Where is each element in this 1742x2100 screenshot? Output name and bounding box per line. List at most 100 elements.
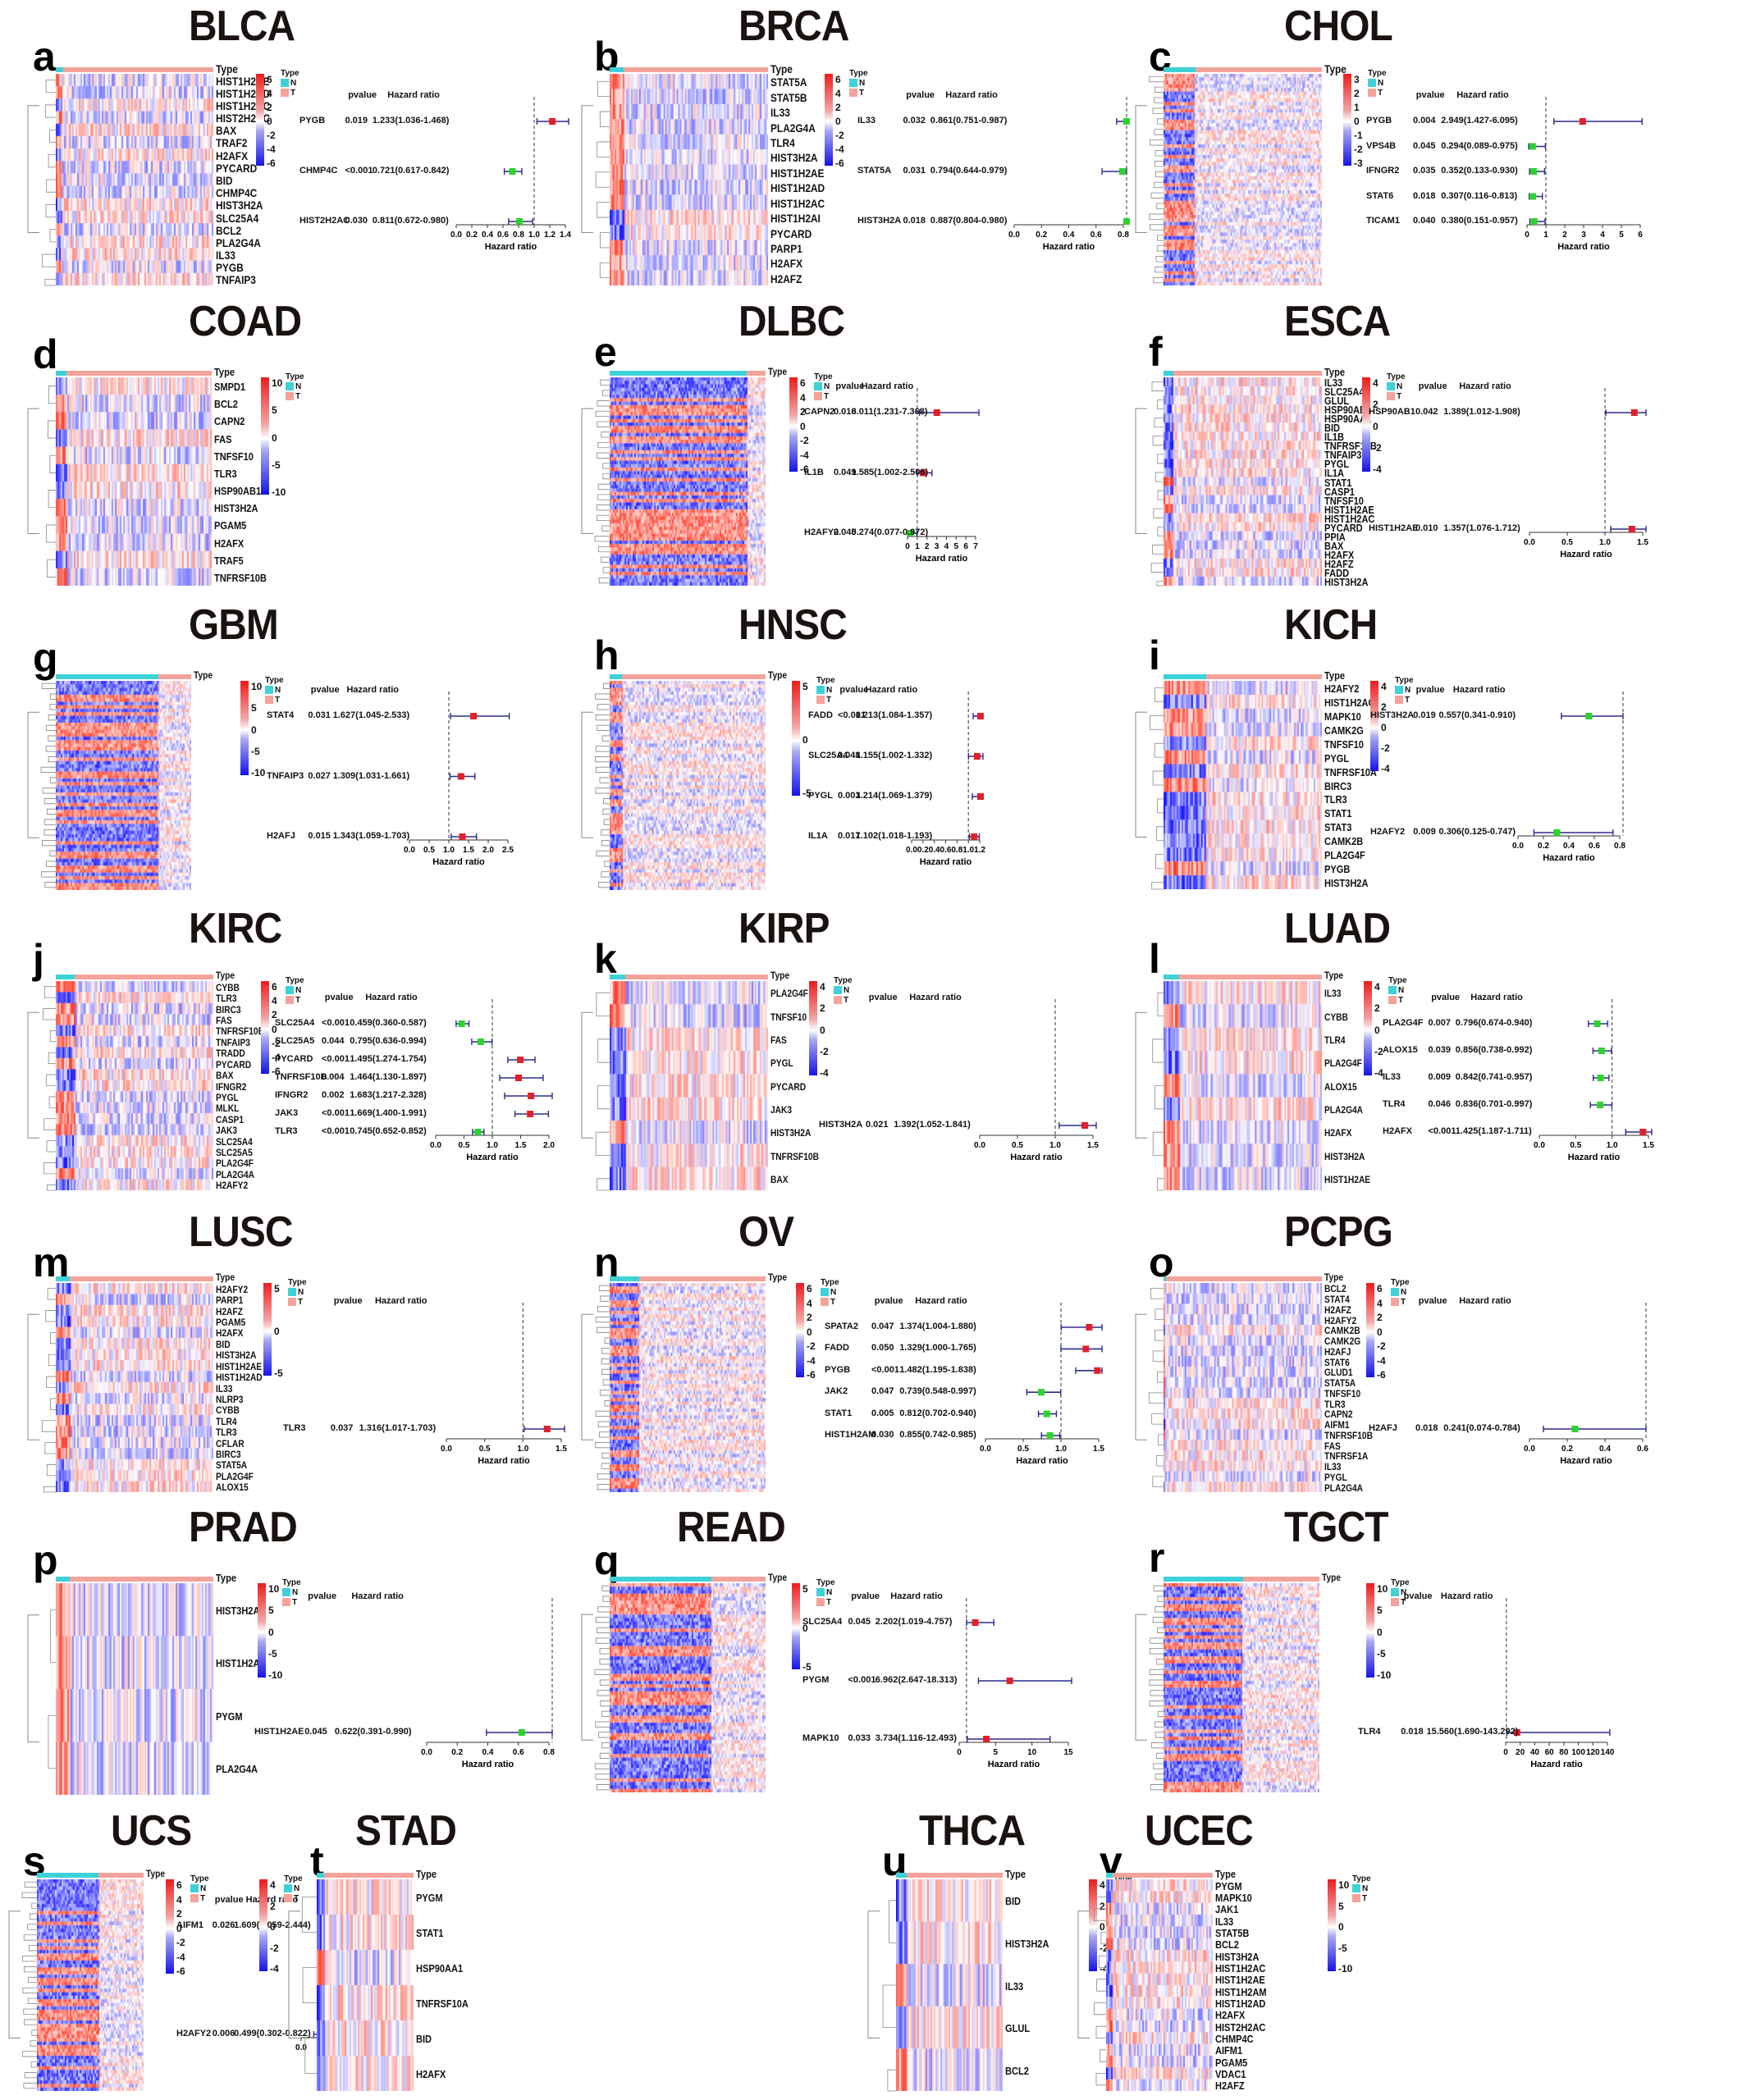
pvalue-header: pvalue [835, 381, 865, 391]
panel-title: UCS [111, 1807, 192, 1855]
expression-heatmap [37, 1879, 144, 2091]
legend-label: N [1398, 986, 1405, 995]
dendrogram-branch [601, 1585, 610, 1591]
dendrogram-branch [1152, 1131, 1164, 1156]
forest-gene: HIST3H2A [819, 1120, 863, 1130]
x-axis-label: Hazard ratio [485, 242, 537, 252]
dendrogram-branch [887, 2069, 896, 2092]
dendrogram-branch [43, 1486, 56, 1493]
gene-label: HIST3H2A [1324, 1150, 1365, 1162]
dendrogram-branch [581, 1614, 593, 1741]
dendrogram-branch [595, 1637, 610, 1644]
gene-label: TLR4 [216, 1415, 237, 1427]
gene-label: TNFSF10 [1324, 1387, 1361, 1399]
forest-hr-text: 0.459(0.360-0.587) [350, 1018, 427, 1028]
legend-swatch [1395, 686, 1403, 695]
x-tick-label: 0.6 [497, 231, 509, 240]
dendrogram-branch [595, 1442, 610, 1449]
panel-title: PCPG [1284, 1208, 1393, 1256]
colorbar-tick: -4 [270, 1963, 279, 1974]
dendrogram-branch [597, 1306, 610, 1312]
type-normal-segment [896, 1873, 907, 1878]
dendrogram-branch [27, 711, 39, 838]
x-axis-label: Hazard ratio [1530, 1760, 1583, 1769]
forest-pvalue: 0.004 [1413, 116, 1436, 126]
gene-label: H2AFY2 [216, 1180, 249, 1192]
type-row-label: Type [216, 62, 238, 75]
colorbar-tick: 0 [1381, 722, 1387, 733]
colorbar-tick: -3 [1354, 158, 1363, 169]
dendrogram-branch [1149, 75, 1164, 83]
legend-item-n: N [834, 986, 853, 996]
forest-gene: H2AFJ [1369, 1423, 1397, 1433]
type-normal-segment [1164, 674, 1207, 679]
gene-label: H2AFX [216, 1327, 244, 1340]
dendrogram-branch [1135, 408, 1147, 534]
legend-label: T [1398, 996, 1404, 1005]
dendrogram-branch [1157, 526, 1164, 536]
legend-title: Type [834, 976, 853, 985]
legend-item-n: N [816, 1588, 835, 1598]
dendrogram-branch [1154, 267, 1164, 273]
forest-pvalue: 0.030 [871, 1430, 894, 1440]
forest-plot: pvalue Hazard ratio 0.0 0.5 1.0 1.5 Hazard rat… [1369, 381, 1648, 562]
forest-hr-text: 0.836(0.701-0.997) [1455, 1099, 1533, 1109]
x-tick-label: 0.5 [1561, 538, 1573, 547]
dendrogram-branch [598, 578, 610, 584]
gene-label: PYGL [1324, 458, 1350, 471]
dendrogram-branch [1154, 161, 1164, 167]
forest-gene: VPS4B [1366, 140, 1397, 151]
dendrogram-branch [581, 1313, 593, 1440]
x-tick-label: 1.0 [1055, 1445, 1067, 1454]
gene-label: H2AFX [416, 2068, 446, 2080]
gene-label: STAT5B [770, 90, 807, 104]
gene-label: BIRC3 [216, 1449, 241, 1461]
legend-title: Type [190, 1874, 209, 1883]
dendrogram [581, 1285, 610, 1491]
panel-title: ESCA [1284, 298, 1391, 345]
forest-pvalue: 0.040 [1413, 216, 1436, 226]
hazard-point-protective [1530, 168, 1538, 175]
colorbar [1328, 1879, 1336, 1971]
gene-label: TLR4 [770, 135, 795, 149]
dendrogram-branch [1154, 1329, 1164, 1341]
colorbar [789, 377, 798, 472]
legend-label: N [294, 1884, 300, 1893]
expression-heatmap [1164, 681, 1322, 889]
forest-hr-text: 1.585(1.002-2.506) [851, 467, 929, 477]
colorbar-tick: -4 [1100, 1963, 1109, 1974]
colorbar [1370, 681, 1379, 771]
forest-pvalue: 0.006 [212, 2029, 235, 2038]
colorbar [261, 377, 269, 495]
forest-hr-text: 1.214(1.069-1.379) [855, 791, 933, 801]
dendrogram-branch [24, 2072, 37, 2079]
legend-item-n: N [1368, 79, 1387, 89]
panel-title: CHOL [1284, 2, 1393, 50]
forest-hr-text: 0.557(0.341-0.910) [1438, 710, 1516, 720]
dendrogram-branch [31, 2029, 37, 2036]
panel-letter: d [33, 331, 58, 377]
dendrogram-branch [594, 1763, 610, 1769]
forest-pvalue: 0.032 [903, 116, 926, 126]
gene-label: BID [416, 2033, 432, 2045]
colorbar-tick: 0 [272, 431, 277, 444]
dendrogram-branch [1152, 1476, 1164, 1488]
dendrogram-branch [49, 1029, 56, 1043]
x-tick-label: 5 [1619, 231, 1624, 240]
x-tick-label: 140 [1601, 1748, 1615, 1757]
gene-label: HIST1H2AI [770, 212, 821, 226]
forest-pvalue: <0.001 [322, 1018, 350, 1028]
forest-hr-text: 1.389(1.012-1.908) [1443, 407, 1520, 417]
legend-item-t: T [1391, 1598, 1410, 1608]
legend-label: N [290, 79, 297, 88]
x-tick-label: 1.2 [974, 846, 985, 855]
panel-title: PRAD [189, 1504, 298, 1551]
hazard-ratio-header: Hazard ratio [1470, 993, 1523, 1002]
panel-title: THCA [919, 1807, 1026, 1855]
colorbar-tick: -5 [251, 745, 260, 757]
dendrogram-branch [1154, 1085, 1164, 1110]
panel-letter: v [1100, 1838, 1122, 1884]
colorbar-tick: 4 [820, 981, 825, 993]
